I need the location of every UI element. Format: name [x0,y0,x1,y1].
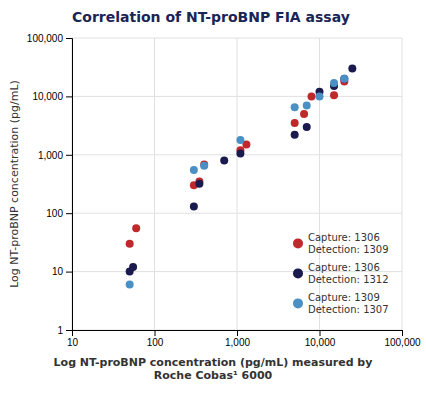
point [200,162,208,170]
y-axis-tick: 10 [52,266,72,277]
y-axis-tick: 100,000 [27,33,72,44]
grid-line-y [72,213,402,214]
grid-line-x [319,38,320,330]
grid-line-x [237,38,238,330]
y-axis: 1 10 100 1,000 10,000 100,000 [27,33,73,336]
x-axis-tick: 1,000 [225,330,250,348]
y-axis-tick-mark [66,155,72,156]
y-axis-tick-mark [66,272,72,273]
title: Correlation of NT-proBNP FIA assay [72,9,350,25]
point [195,180,203,188]
x-axis-tick-mark [155,330,156,336]
plot: 10 100 1,000 10,000 100,000 1 10 100 1,000 10,000… [27,33,421,348]
legend: Capture: 1306Detection: 1309Capture: 130… [293,232,389,315]
x-axis-tick: 100 [147,330,164,348]
x-axis-tick-label: 1,000 [225,337,250,348]
point [348,65,356,73]
point [316,92,324,100]
y-axis-tick-label: 100,000 [27,33,64,44]
x-axis-tick: 10,000 [305,330,336,348]
grid-line-y [72,96,402,97]
point [236,150,244,158]
x-axis-title-line: Log NT-proBNP concentration (pg/mL) meas… [54,356,373,369]
y-axis-tick-label: 10,000 [32,91,63,102]
y-axis-tick: 10,000 [32,91,72,102]
point [340,75,348,83]
legend-entry: Capture: 1306Detection: 1309 [293,232,389,255]
legend-label: Capture: 1306Detection: 1309 [308,232,389,255]
legend-label-line: Capture: 1306 [308,232,380,243]
point [303,123,311,131]
point [190,203,198,211]
legend-label: Capture: 1309Detection: 1307 [308,292,389,315]
y-axis-tick-mark [66,96,72,97]
legend-label-line: Capture: 1309 [308,292,380,303]
legend-label-line: Capture: 1306 [308,262,380,273]
y-axis-tick: 100 [46,208,72,219]
y-axis-tick-mark [66,330,72,331]
legend-entry: Capture: 1306Detection: 1312 [293,262,389,285]
grid-line-x [154,38,155,330]
y-axis-tick-label: 10 [52,266,64,277]
point [291,119,299,127]
y-axis-tick-mark [66,213,72,214]
x-axis-title-line: Roche Cobas¹ 6000 [154,369,273,382]
legend-marker [293,298,303,308]
point [132,224,140,232]
point [330,79,338,87]
point [291,131,299,139]
legend-label-line: Detection: 1307 [308,304,389,315]
point [330,91,338,99]
x-axis-line [73,331,403,337]
point [300,110,308,118]
grid-line-y [72,38,402,39]
x-axis-tick-mark [237,330,238,336]
y-axis-tick-mark [66,38,72,39]
y-axis-line [66,39,73,331]
point [129,263,137,271]
point [340,75,348,83]
legend-entry: Capture: 1309Detection: 1307 [293,292,389,315]
point [126,240,134,248]
point [126,281,134,289]
point [190,166,198,174]
y-axis-title: Log NT-proBNP concentration (pg/mL) [8,80,21,288]
series [126,75,349,289]
y-axis-tick-label: 1,000 [38,150,63,161]
legend-marker [293,268,303,278]
legend-label-line: Detection: 1312 [308,274,389,285]
legend-label: Capture: 1306Detection: 1312 [308,262,389,285]
x-axis-tick-mark [402,330,403,336]
point [291,103,299,111]
chart: 10 100 1,000 10,000 100,000 1 10 100 1,000 10,000… [0,0,426,394]
x-axis-tick-label: 100 [147,337,164,348]
point [236,136,244,144]
y-axis-tick-label: 100 [46,208,63,219]
legend-marker [293,238,303,248]
point [303,101,311,109]
x-axis-title: Log NT-proBNP concentration (pg/mL) meas… [54,356,373,382]
point [308,92,316,100]
grid-line-x [402,38,403,330]
grid [72,38,402,330]
y-axis-tick: 1 [57,325,72,336]
x-axis-tick-mark [320,330,321,336]
x-axis: 10 100 1,000 10,000 100,000 [67,330,421,348]
x-axis-tick: 10 [67,330,79,348]
legend-label-line: Detection: 1309 [308,244,389,255]
x-axis-tick-label: 100,000 [384,337,421,348]
x-axis-tick-label: 10,000 [305,337,336,348]
x-axis-tick: 100,000 [384,330,421,348]
point [220,156,228,164]
y-axis-tick-label: 1 [57,325,63,336]
y-axis-tick: 1,000 [38,150,72,161]
x-axis-tick-label: 10 [67,337,79,348]
series [126,77,349,247]
